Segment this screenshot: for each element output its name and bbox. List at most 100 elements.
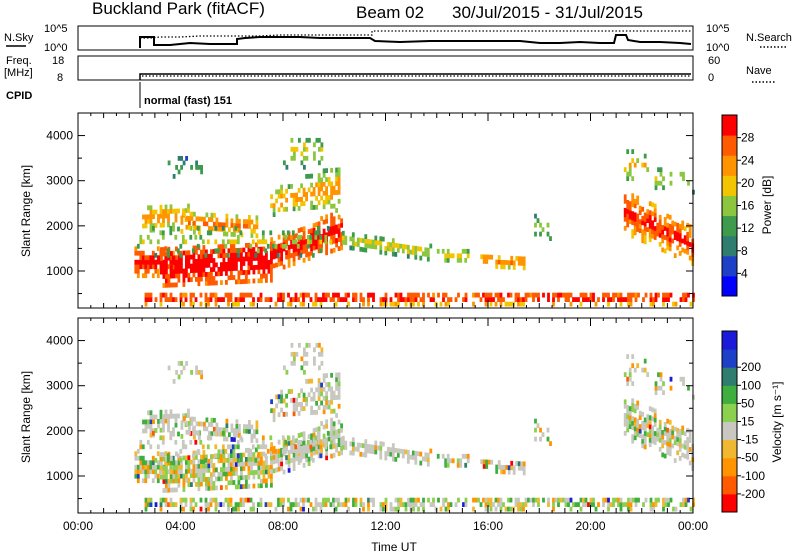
power-cell xyxy=(335,172,338,177)
power-cell xyxy=(175,165,178,170)
power-cell xyxy=(633,221,637,227)
power-cell xyxy=(309,239,313,245)
power-cell xyxy=(673,235,677,240)
velocity-cell xyxy=(197,459,201,465)
velocity-cell xyxy=(622,502,625,507)
velocity-cell xyxy=(190,459,193,465)
power-cell xyxy=(492,297,495,302)
power-cell xyxy=(235,266,238,271)
power-cell xyxy=(335,229,338,234)
power-cell xyxy=(230,218,234,224)
power-cell xyxy=(255,224,259,230)
power-cell xyxy=(210,276,213,281)
velocity-cell xyxy=(205,463,208,469)
velocity-cell xyxy=(204,457,208,463)
velocity-cell xyxy=(447,502,450,507)
power-cell xyxy=(369,292,373,298)
velocity-cell xyxy=(324,444,328,450)
power-cell xyxy=(214,225,218,231)
power-cell xyxy=(242,292,245,298)
power-cell xyxy=(212,262,216,268)
velocity-cell xyxy=(367,497,370,503)
power-cell xyxy=(146,264,150,270)
power-cell xyxy=(305,137,309,143)
velocity-cell xyxy=(582,497,585,503)
power-cell xyxy=(489,292,493,298)
power-cell xyxy=(265,278,268,283)
velocity-cell xyxy=(204,502,208,507)
power-cell xyxy=(287,235,291,241)
velocity-cell xyxy=(243,428,246,434)
velocity-cell xyxy=(229,444,233,450)
velocity-cell xyxy=(187,477,191,483)
velocity-cell xyxy=(200,481,203,487)
power-cell xyxy=(199,292,203,298)
power-cell xyxy=(623,212,627,218)
power-cell xyxy=(305,252,308,258)
power-cell xyxy=(236,234,240,240)
power-cell xyxy=(237,297,240,302)
velocity-cell xyxy=(185,473,188,479)
power-cell xyxy=(253,224,256,230)
power-cell xyxy=(402,297,405,302)
power-cell xyxy=(318,137,321,143)
velocity-cell xyxy=(335,447,338,453)
velocity-cell xyxy=(302,406,306,411)
power-cell xyxy=(184,297,188,302)
power-cell xyxy=(172,273,176,279)
power-cell xyxy=(236,252,240,258)
velocity-cell xyxy=(317,439,321,445)
power-cell xyxy=(190,216,194,221)
power-cell xyxy=(325,177,328,182)
velocity-colorbar-cell xyxy=(722,385,737,404)
velocity-cell xyxy=(202,459,206,464)
power-cell xyxy=(344,297,348,302)
power-cell xyxy=(149,214,153,220)
power-cell xyxy=(340,222,343,228)
velocity-colorbar-cell xyxy=(722,403,737,422)
power-cell xyxy=(144,264,148,270)
velocity-cell xyxy=(222,458,226,463)
power-cell xyxy=(232,252,236,258)
power-cell xyxy=(315,182,318,188)
power-cell xyxy=(623,207,627,213)
velocity-cell xyxy=(310,433,313,439)
power-cell xyxy=(643,153,647,159)
velocity-cell xyxy=(260,460,263,466)
velocity-cell xyxy=(255,470,258,475)
velocity-cell xyxy=(227,453,231,459)
velocity-cell xyxy=(303,347,306,353)
power-cell xyxy=(161,230,165,236)
velocity-cell xyxy=(320,421,323,426)
velocity-cell xyxy=(329,502,333,507)
power-cell xyxy=(317,200,321,205)
velocity-cell xyxy=(157,423,160,429)
velocity-cell xyxy=(297,411,301,416)
velocity-cell xyxy=(152,419,155,424)
power-cell xyxy=(520,256,524,262)
velocity-cell xyxy=(344,440,348,446)
power-cell xyxy=(205,258,208,264)
power-cell xyxy=(151,264,155,270)
power-cell xyxy=(154,264,158,270)
velocity-cell xyxy=(315,342,319,348)
velocity-cell xyxy=(668,442,672,448)
power-cell xyxy=(334,292,338,298)
velocity-cell xyxy=(305,342,309,348)
velocity-cell xyxy=(679,376,683,382)
velocity-cell xyxy=(265,456,268,461)
velocity-cell xyxy=(364,448,368,453)
velocity-cell xyxy=(312,446,316,451)
velocity-cell xyxy=(369,497,373,503)
velocity-cell xyxy=(332,434,336,440)
power-cell xyxy=(631,211,635,217)
power-cell xyxy=(177,156,181,161)
power-cell xyxy=(497,255,501,260)
power-cell xyxy=(235,248,238,253)
velocity-cell xyxy=(332,502,335,507)
velocity-cell xyxy=(210,472,213,477)
velocity-cell xyxy=(277,462,281,467)
velocity-cell xyxy=(658,419,662,425)
power-cell xyxy=(169,225,173,231)
power-cell xyxy=(362,301,365,307)
